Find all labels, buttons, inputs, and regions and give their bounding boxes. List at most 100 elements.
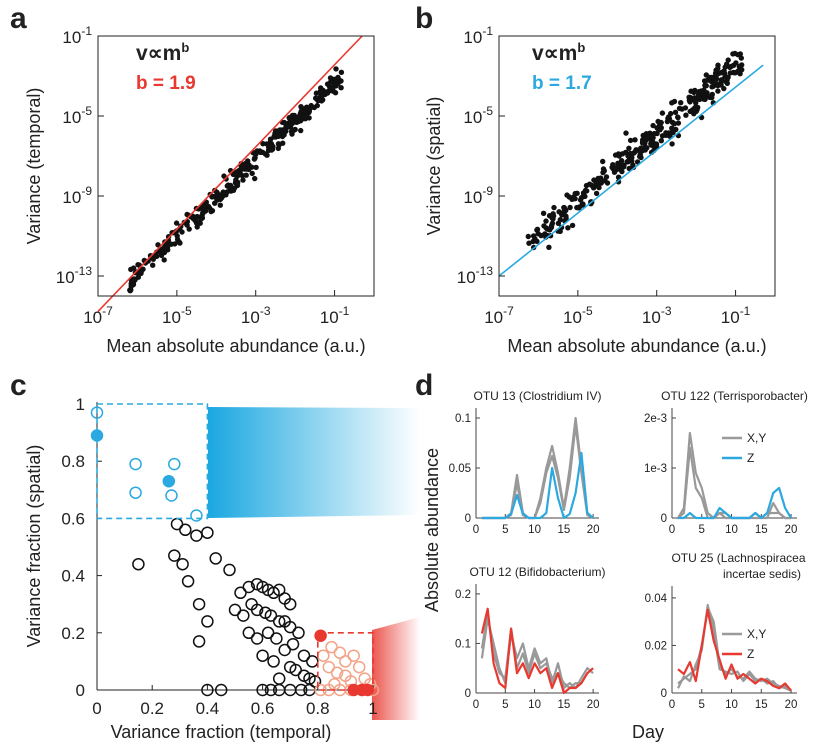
blue-open-point (168, 457, 181, 471)
scatter-point (550, 211, 556, 217)
blue-filled-point (162, 474, 176, 488)
scatter-point (318, 85, 324, 91)
x-tick-label: 10 (725, 699, 738, 711)
open-point (264, 683, 278, 697)
series-line-xy (481, 423, 594, 520)
scatter-point (220, 193, 226, 199)
red-open-point (339, 655, 352, 668)
scatter-point (703, 72, 709, 78)
x-tick-label: 15 (557, 699, 570, 711)
panel-c: 0 0.2 0.4 0.6 0.8 1 0 0.2 0.4 0.6 0.8 1 Variance f… (24, 395, 420, 742)
scatter-point (721, 85, 727, 92)
scatter-point (638, 145, 644, 151)
scatter-point (525, 233, 531, 240)
red-open-point (325, 640, 338, 654)
scatter-point (252, 175, 258, 182)
scatter-point (626, 145, 632, 151)
open-point (250, 632, 264, 645)
series-line-z (480, 607, 594, 695)
red-open-point (352, 660, 366, 674)
scatter-point (567, 204, 573, 211)
scatter-point (692, 105, 698, 111)
scatter-point (330, 86, 336, 93)
scatter-point (538, 232, 544, 239)
subplot-otu12: OTU 12 (Bifidobacterium) 0 5 10 15 20 0 0.1 0.2 (455, 565, 606, 711)
legend-label: X,Y (747, 627, 766, 641)
y-tick-label: 10-5 (62, 104, 92, 127)
y-tick-label: 2e-3 (644, 413, 667, 425)
x-tick-label: 20 (785, 699, 798, 711)
scatter-point (671, 121, 677, 127)
open-point (168, 549, 181, 562)
scatter-point (283, 128, 289, 134)
subplot-otu25: OTU 25 (Lachnospiracea incertae sedis) 0 5 1… (645, 551, 806, 711)
scatter-point (669, 141, 675, 147)
x-tick-label: 0.4 (196, 699, 220, 718)
y-ticks: 10-1 10-5 10-9 10-13 (457, 24, 505, 287)
y-tick-label: 0.6 (61, 509, 85, 528)
scatter-point (298, 127, 304, 134)
scatter-point (693, 100, 699, 106)
open-point (261, 626, 275, 640)
series-line-z (678, 486, 792, 520)
open-point (283, 620, 297, 634)
scatter-point (717, 70, 724, 76)
y-tick-label: 1e-3 (644, 463, 667, 475)
scatter-point (541, 223, 547, 229)
scatter-point (563, 215, 569, 221)
x-tick-label: 1 (368, 699, 377, 718)
open-point (256, 649, 269, 662)
legend-label: Z (747, 647, 754, 661)
open-point (209, 552, 222, 565)
scatter-point (198, 216, 204, 222)
scatter-point (569, 222, 576, 229)
open-point (223, 563, 236, 577)
y-tick-label: 10-1 (463, 24, 493, 47)
open-point (190, 529, 203, 542)
scatter-point (618, 158, 625, 164)
scatter-point (234, 169, 240, 175)
blue-open-point (190, 509, 203, 522)
open-point (270, 632, 283, 645)
scatter-point (559, 212, 565, 218)
blue-open-point (129, 486, 142, 499)
series-line-z (481, 451, 594, 520)
open-point (272, 615, 286, 628)
open-point (308, 675, 322, 688)
open-point (181, 575, 195, 588)
open-point (201, 526, 214, 539)
x-tick-label: 0.6 (251, 699, 275, 718)
scatter-point (249, 170, 255, 177)
series-line-xy (480, 612, 594, 690)
x-tick-label: 5 (502, 699, 508, 711)
subplot-otu122: OTU 122 (Terrisporobacter) 0 5 10 15 20 0 1e-3 2… (644, 389, 808, 536)
scatter-point (715, 88, 721, 94)
scatter-points (525, 50, 745, 251)
red-open-point (317, 649, 330, 662)
x-ticks: 10-7 10-5 10-3 10-1 (83, 290, 350, 327)
scatter-point (138, 269, 144, 275)
plot-frame (498, 35, 776, 297)
x-tick-label: 15 (557, 524, 570, 536)
scatter-point (703, 82, 709, 89)
scatter-point (130, 281, 137, 288)
scatter-point (546, 244, 552, 250)
scatter-point (302, 116, 308, 122)
scatter-points (127, 66, 345, 294)
open-point (214, 683, 228, 697)
subplot-otu13: OTU 13 (Clostridium IV) 0 5 10 15 20 0 0.05 0.1 (449, 389, 602, 536)
scatter-point (655, 118, 661, 125)
x-tick-label: 10 (528, 524, 541, 536)
scatter-point (172, 241, 178, 247)
y-tick-label: 1 (76, 395, 85, 414)
scatter-point (691, 95, 698, 101)
scatter-point (130, 265, 137, 271)
y-ticks: 10-1 10-5 10-9 10-13 (56, 24, 104, 287)
scatter-point (725, 57, 731, 63)
scatter-point (675, 114, 681, 120)
scatter-point (669, 125, 675, 131)
scatter-point (596, 184, 602, 191)
fit-line (498, 64, 764, 277)
x-axis-label: Mean absolute abundance (a.u.) (507, 336, 766, 356)
open-point (278, 643, 291, 657)
